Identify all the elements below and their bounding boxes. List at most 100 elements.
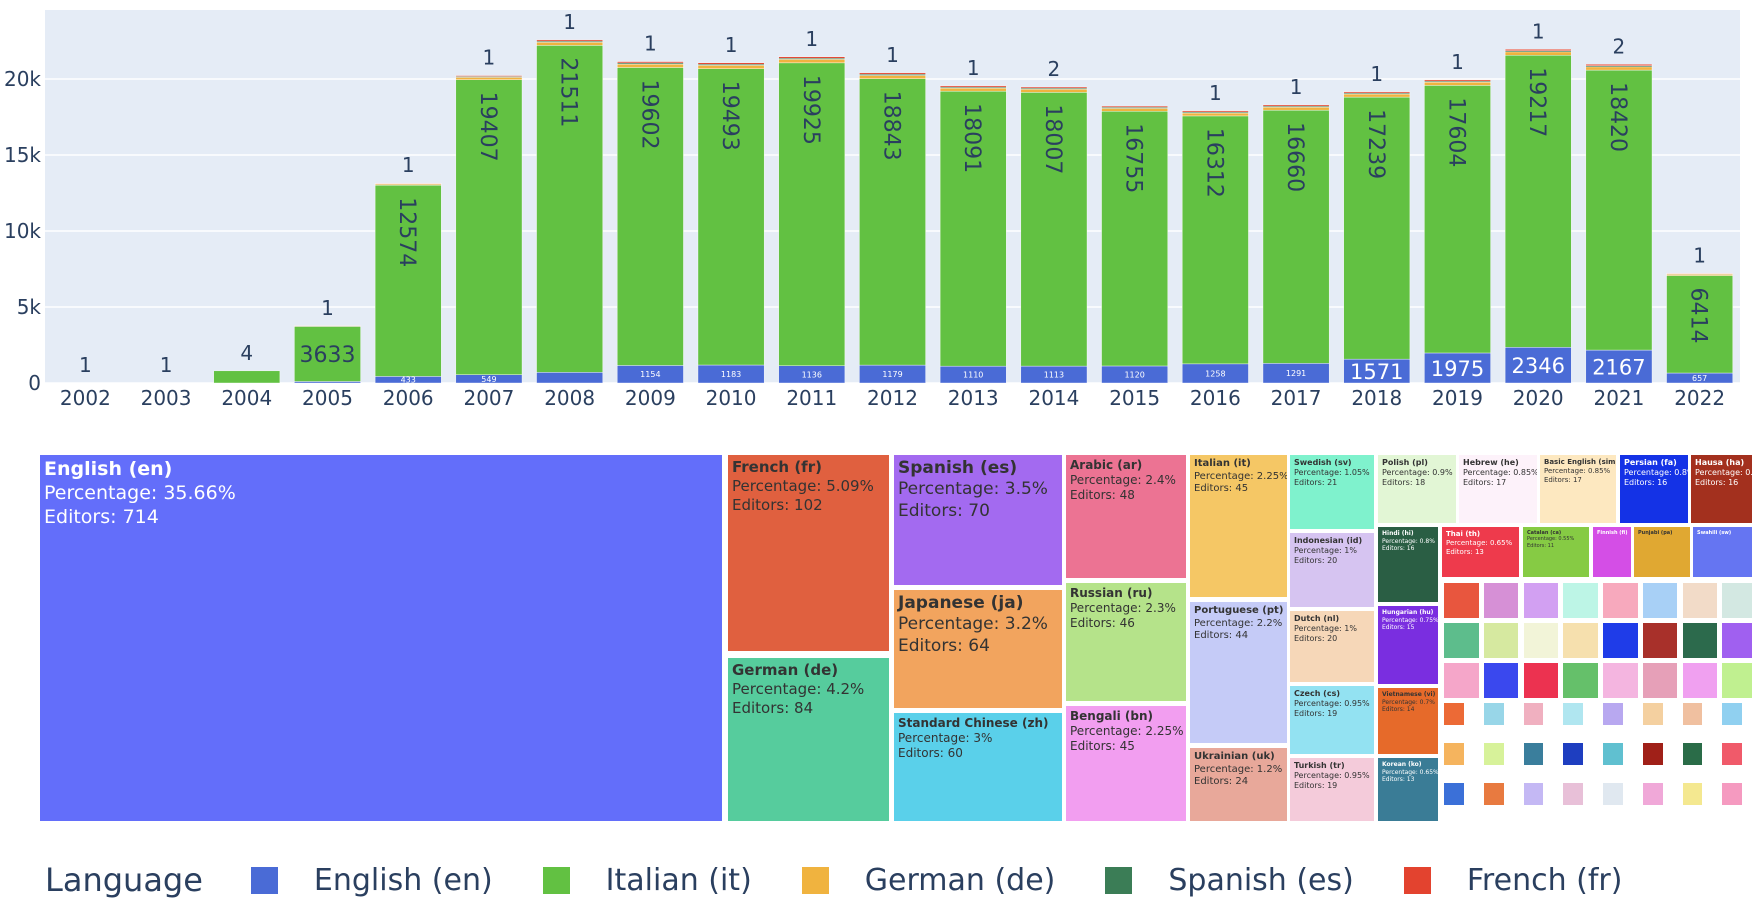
treemap-tile[interactable]: Catalan (ca) Percentage: 0.55% Editors: 11 (1523, 527, 1589, 577)
treemap-tile[interactable]: Standard Chinese (zh) Percentage: 3% Edito… (894, 713, 1062, 821)
treemap-tile[interactable]: Persian (fa) Percentage: 0.8% Editors: 16 (1620, 455, 1688, 523)
treemap-small-tile[interactable] (1682, 623, 1718, 658)
treemap-tile[interactable]: Italian (it) Percentage: 2.25% Editors: 45 (1190, 455, 1287, 597)
data-label: 549 (481, 375, 496, 384)
treemap-small-tile[interactable] (1563, 743, 1584, 765)
legend-swatch-spanish (1105, 866, 1133, 894)
treemap-tile[interactable]: Hindi (hi) Percentage: 0.8% Editors: 16 (1378, 527, 1438, 602)
treemap-tile[interactable]: Finnish (fi) (1593, 527, 1631, 577)
treemap-small-tile[interactable] (1483, 743, 1504, 765)
treemap-small-tile[interactable] (1642, 743, 1663, 765)
treemap-small-tile[interactable] (1642, 663, 1678, 698)
treemap-small-tile[interactable] (1722, 623, 1752, 658)
treemap-tile[interactable]: Dutch (nl) Percentage: 1% Editors: 20 (1290, 611, 1374, 682)
treemap-small-tile[interactable] (1603, 703, 1623, 725)
treemap-small-tile[interactable] (1563, 703, 1584, 725)
data-label: 1258 (1205, 369, 1225, 378)
legend-item-english[interactable]: English (en) (250, 863, 493, 898)
treemap-small-tile[interactable] (1642, 783, 1663, 805)
treemap-small-tile[interactable] (1603, 583, 1638, 618)
treemap-small-tile[interactable] (1722, 743, 1743, 765)
treemap-small-tile[interactable] (1603, 743, 1623, 765)
treemap-small-tile[interactable] (1444, 663, 1479, 698)
treemap-small-tile[interactable] (1523, 663, 1559, 698)
treemap-small-tile[interactable] (1483, 663, 1519, 698)
treemap-small-tile[interactable] (1722, 783, 1743, 805)
treemap-small-tile[interactable] (1642, 583, 1678, 618)
treemap-small-tile[interactable] (1642, 623, 1678, 658)
treemap-tile[interactable]: Czech (cs) Percentage: 0.95% Editors: 19 (1290, 686, 1374, 754)
treemap-small-tile[interactable] (1444, 703, 1464, 725)
tile-name: Finnish (fi) (1597, 530, 1628, 536)
treemap-small-tile[interactable] (1642, 703, 1663, 725)
treemap-small-tile[interactable] (1682, 783, 1703, 805)
treemap-small-tile[interactable] (1563, 583, 1598, 618)
tile-percentage: Percentage: 0.95% (1294, 699, 1370, 708)
treemap-tile[interactable]: Hebrew (he) Percentage: 0.85% Editors: 17 (1459, 455, 1537, 523)
treemap-tile[interactable]: Spanish (es) Percentage: 3.5% Editors: 70 (894, 455, 1062, 585)
treemap-tile[interactable]: Japanese (ja) Percentage: 3.2% Editors: 64 (894, 590, 1062, 708)
legend-item-spanish[interactable]: Spanish (es) (1105, 863, 1354, 898)
treemap-small-tile[interactable] (1523, 623, 1559, 658)
treemap-small-tile[interactable] (1722, 583, 1752, 618)
treemap-small-tile[interactable] (1483, 623, 1519, 658)
treemap-small-tile[interactable] (1682, 583, 1718, 618)
tile-name: Catalan (ca) (1527, 530, 1562, 536)
bar-segment (1504, 49, 1572, 51)
bar-segment (617, 61, 684, 64)
treemap-small-tile[interactable] (1603, 623, 1638, 658)
treemap-small-tile[interactable] (1523, 783, 1544, 805)
treemap-small-tile[interactable] (1483, 783, 1504, 805)
treemap-tile[interactable]: Polish (pl) Percentage: 0.9% Editors: 18 (1378, 455, 1456, 523)
treemap-tile[interactable]: Punjabi (pa) (1634, 527, 1690, 577)
treemap-small-tile[interactable] (1523, 583, 1559, 618)
tile-percentage: Percentage: 0.8% (1695, 468, 1752, 477)
treemap-tile[interactable]: Hungarian (hu) Percentage: 0.75% Editors: … (1378, 606, 1438, 684)
treemap-tile[interactable]: Hausa (ha)Percentage: 0.8%Editors: 16 (1691, 455, 1752, 523)
treemap-small-tile[interactable] (1444, 583, 1479, 618)
legend-item-german[interactable]: German (de) (801, 863, 1055, 898)
bar-segment (939, 87, 1007, 92)
treemap-small-tile[interactable] (1682, 703, 1703, 725)
treemap-small-tile[interactable] (1444, 623, 1479, 658)
bar-segment (1182, 110, 1249, 113)
treemap-small-tile[interactable] (1444, 743, 1464, 765)
treemap-tile[interactable]: Arabic (ar) Percentage: 2.4% Editors: 48 (1066, 455, 1186, 578)
treemap-tile[interactable]: Thai (th) Percentage: 0.65% Editors: 13 (1442, 527, 1519, 577)
treemap-tile[interactable]: French (fr) Percentage: 5.09% Editors: 102 (728, 455, 889, 651)
treemap-small-tile[interactable] (1483, 583, 1519, 618)
treemap-small-tile[interactable] (1563, 623, 1598, 658)
treemap-tile[interactable]: Korean (ko) Percentage: 0.65% Editors: 13 (1378, 758, 1438, 821)
treemap-tile[interactable]: Vietnamese (vi) Percentage: 0.7% Editors: … (1378, 688, 1438, 754)
treemap-small-tile[interactable] (1563, 783, 1584, 805)
treemap-small-tile[interactable] (1603, 783, 1623, 805)
legend-item-italian[interactable]: Italian (it) (542, 863, 752, 898)
treemap-small-tile[interactable] (1444, 783, 1464, 805)
treemap-tile[interactable]: Russian (ru) Percentage: 2.3% Editors: 46 (1066, 583, 1186, 701)
treemap-tile[interactable]: Portuguese (pt) Percentage: 2.2% Editors: … (1190, 602, 1287, 743)
treemap-small-tile[interactable] (1603, 663, 1638, 698)
legend-item-french[interactable]: French (fr) (1403, 863, 1622, 898)
treemap-small-tile[interactable] (1483, 703, 1504, 725)
treemap-small-tile[interactable] (1722, 663, 1752, 698)
tile-name: Czech (cs) (1294, 689, 1340, 698)
treemap-tile[interactable]: Ukrainian (uk) Percentage: 1.2% Editors: 2… (1190, 748, 1287, 821)
treemap-small-tile[interactable] (1563, 663, 1598, 698)
treemap-tile[interactable]: Swedish (sv) Percentage: 1.05% Editors: 21 (1290, 455, 1374, 529)
treemap-tile[interactable]: Indonesian (id) Percentage: 1% Editors: 20 (1290, 533, 1374, 607)
treemap-small-tile[interactable] (1682, 743, 1703, 765)
data-label: 1120 (1124, 370, 1144, 379)
treemap-tile[interactable]: English (en) Percentage: 35.66% Editors: 7… (40, 455, 722, 821)
treemap-tile[interactable]: Basic English (simple)Percentage: 0.85%E… (1540, 455, 1616, 523)
tile-editors: Editors: 17 (1544, 475, 1582, 484)
treemap-tile[interactable]: German (de) Percentage: 4.2% Editors: 84 (728, 658, 889, 821)
treemap-tile[interactable]: Bengali (bn) Percentage: 2.25% Editors: 45 (1066, 706, 1186, 821)
x-tick-label: 2008 (544, 386, 595, 410)
top-label: 1 (886, 43, 899, 67)
treemap-small-tile[interactable] (1523, 703, 1544, 725)
treemap-tile[interactable]: Turkish (tr) Percentage: 0.95% Editors: 19 (1290, 758, 1374, 821)
treemap-small-tile[interactable] (1682, 663, 1718, 698)
treemap-small-tile[interactable] (1523, 743, 1544, 765)
treemap-tile[interactable]: Swahili (sw) (1693, 527, 1752, 577)
treemap-small-tile[interactable] (1722, 703, 1743, 725)
